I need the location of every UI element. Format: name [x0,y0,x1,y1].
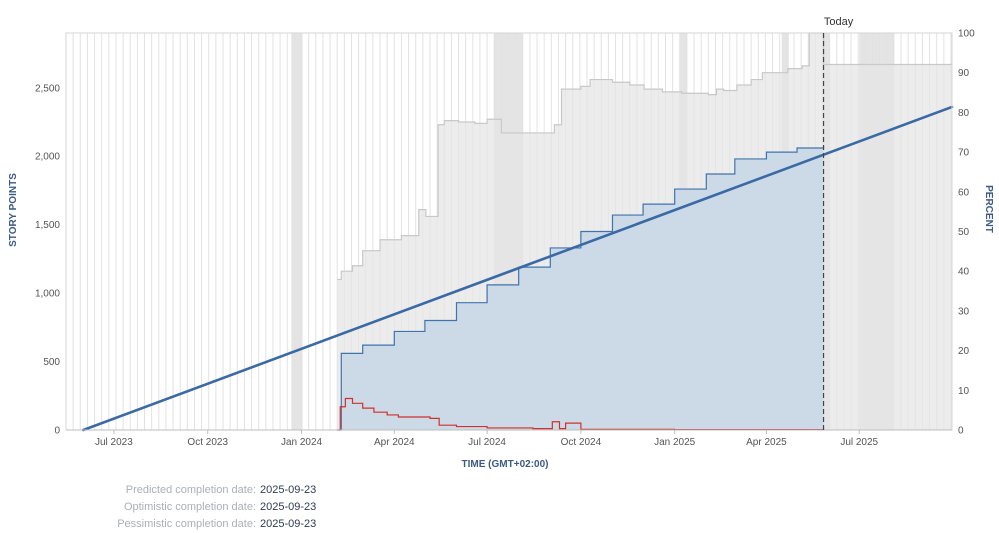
x-tick-label: Jan 2024 [281,437,323,448]
nonworking-band [291,33,303,430]
today-label: Today [824,16,854,28]
predicted-completion-row: Predicted completion date: 2025-09-23 [0,482,999,499]
remaining-line-layer [337,397,825,431]
completed-line [337,146,825,431]
scope-line [337,32,952,281]
y2-tick-label: 60 [958,187,970,198]
y-tick-label: 2,500 [35,83,60,94]
optimistic-completion-row: Optimistic completion date: 2025-09-23 [0,499,999,516]
y2-tick-label: 0 [958,426,964,437]
y2-axis-title: PERCENT [983,185,994,233]
x-tick-label: Jan 2025 [654,437,696,448]
y-axis-title: STORY POINTS [8,173,19,247]
today-marker-layer: Today [822,16,854,430]
trend-line-layer [82,105,954,432]
x-tick-label: Jul 2025 [840,437,878,448]
plot-frame [65,32,953,431]
completed-area-layer [337,146,825,431]
y2-tick-label: 20 [958,346,970,357]
x-axis-title: TIME (GMT+02:00) [462,459,549,470]
x-tick-label: Oct 2024 [561,437,602,448]
x-tick-label: Jul 2024 [468,437,506,448]
y2-axis-ticks: 0 10 20 30 40 50 60 70 80 90 100 [958,29,975,437]
x-axis-ticks: Jul 2023 Oct 2023 Jan 2024 Apr 2024 Jul 2024… [95,430,879,448]
pessimistic-completion-value: 2025-09-23 [260,518,317,530]
remaining-line [337,397,825,431]
y2-tick-label: 70 [958,148,970,159]
completion-summary: Predicted completion date: 2025-09-23 Op… [0,482,999,533]
x-tick-label: Apr 2024 [374,437,415,448]
optimistic-completion-label: Optimistic completion date: [123,501,256,513]
y2-tick-label: 90 [958,68,970,79]
predicted-completion-value: 2025-09-23 [260,484,317,496]
y2-tick-label: 80 [958,108,970,119]
pessimistic-completion-row: Pessimistic completion date: 2025-09-23 [0,516,999,533]
pessimistic-completion-label: Pessimistic completion date: [117,518,256,530]
completed-area [337,146,824,430]
optimistic-completion-value: 2025-09-23 [260,501,317,513]
x-tick-label: Apr 2025 [746,437,787,448]
y2-tick-label: 10 [958,386,970,397]
y-tick-label: 0 [54,426,60,437]
y2-tick-label: 100 [958,29,975,40]
y2-tick-label: 40 [958,267,970,278]
y2-tick-label: 50 [958,227,970,238]
y2-tick-label: 30 [958,306,970,317]
trend-line [82,105,954,432]
x-tick-label: Jul 2023 [95,437,133,448]
y-tick-label: 1,000 [35,289,60,300]
y-axis-ticks: 0 500 1,000 1,500 2,000 2,500 [35,83,60,436]
burnup-chart: Today 0 500 1,000 1,500 2,000 2,500 0 10 20 30 40… [8,16,994,470]
y-tick-label: 1,500 [35,220,60,231]
y-tick-label: 2,000 [35,152,60,163]
predicted-completion-label: Predicted completion date: [125,484,256,496]
x-tick-label: Oct 2023 [187,437,228,448]
y-tick-label: 500 [43,357,60,368]
